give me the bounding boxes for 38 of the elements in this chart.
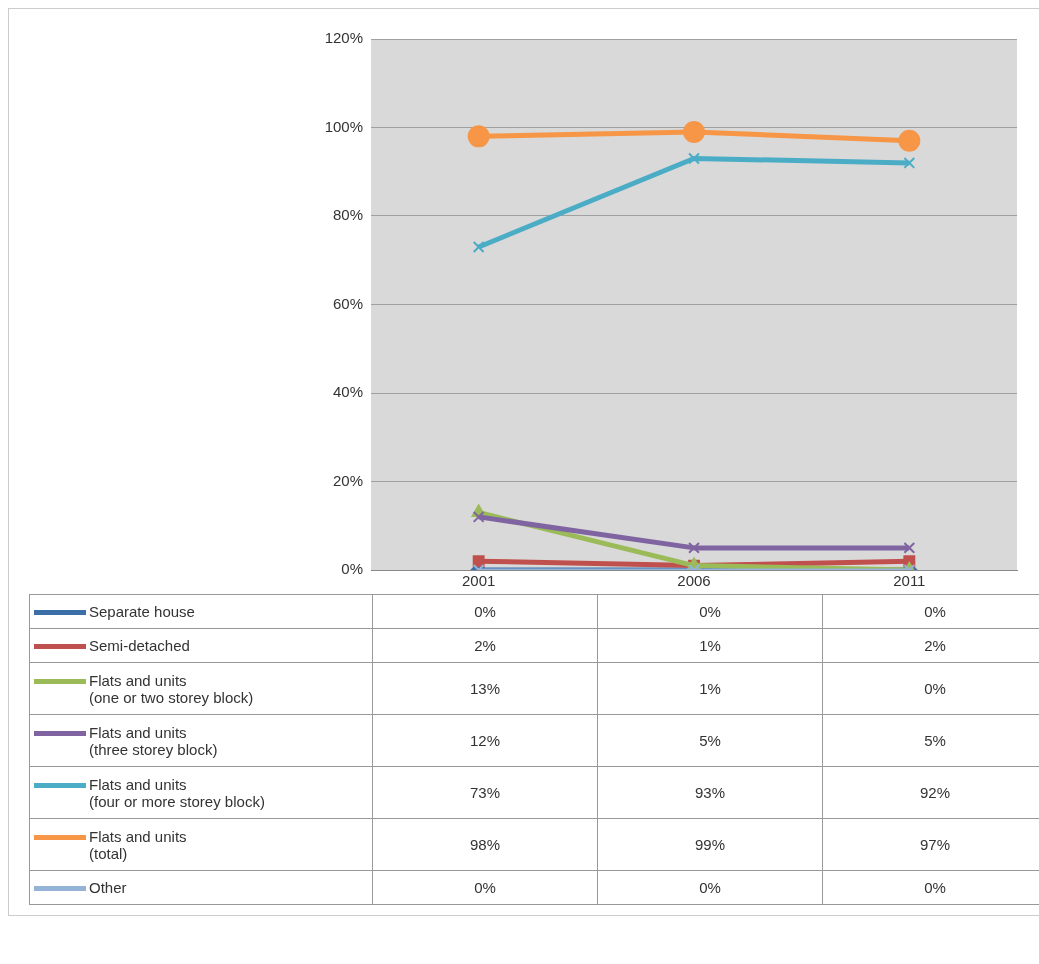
y-tick-label: 100%: [324, 117, 363, 135]
data-label: 98%: [372, 818, 598, 871]
legend-label: Flats and units (three storey block): [89, 723, 218, 758]
y-tick-label: 20%: [332, 471, 363, 489]
data-label: 0%: [822, 594, 1039, 629]
data-label: 1%: [597, 628, 823, 663]
data-label: 13%: [372, 662, 598, 715]
data-label: 73%: [372, 766, 598, 819]
legend-label: Flats and units (total): [89, 827, 187, 862]
data-label: 92%: [822, 766, 1039, 819]
data-label: 0%: [597, 594, 823, 629]
data-label: 0%: [372, 870, 598, 905]
x-tick-label: 2001: [461, 572, 496, 590]
data-label: 5%: [822, 714, 1039, 767]
data-label: 2%: [372, 628, 598, 663]
legend-label: Other: [89, 879, 127, 896]
y-tick-label: 80%: [332, 206, 363, 224]
data-label: 0%: [822, 870, 1039, 905]
y-tick-label: 120%: [324, 29, 363, 47]
data-label: 0%: [372, 594, 598, 629]
data-label: 1%: [597, 662, 823, 715]
data-label: 12%: [372, 714, 598, 767]
data-label: 2%: [822, 628, 1039, 663]
data-label: 97%: [822, 818, 1039, 871]
x-tick-label: 2011: [893, 572, 926, 590]
legend-label: Flats and units (four or more storey block): [89, 775, 265, 810]
data-label: 93%: [597, 766, 823, 819]
data-label: 99%: [597, 818, 823, 871]
data-label: 5%: [597, 714, 823, 767]
data-label: 0%: [597, 870, 823, 905]
legend-label: Flats and units (one or two storey block): [89, 671, 254, 706]
legend-label: Separate house: [89, 603, 195, 620]
y-tick-label: 0%: [341, 560, 363, 578]
legend-label: Semi-detached: [89, 637, 190, 654]
y-tick-label: 60%: [332, 294, 363, 312]
x-tick-label: 2006: [677, 572, 711, 590]
data-label: 0%: [822, 662, 1039, 715]
y-tick-label: 40%: [332, 383, 363, 401]
